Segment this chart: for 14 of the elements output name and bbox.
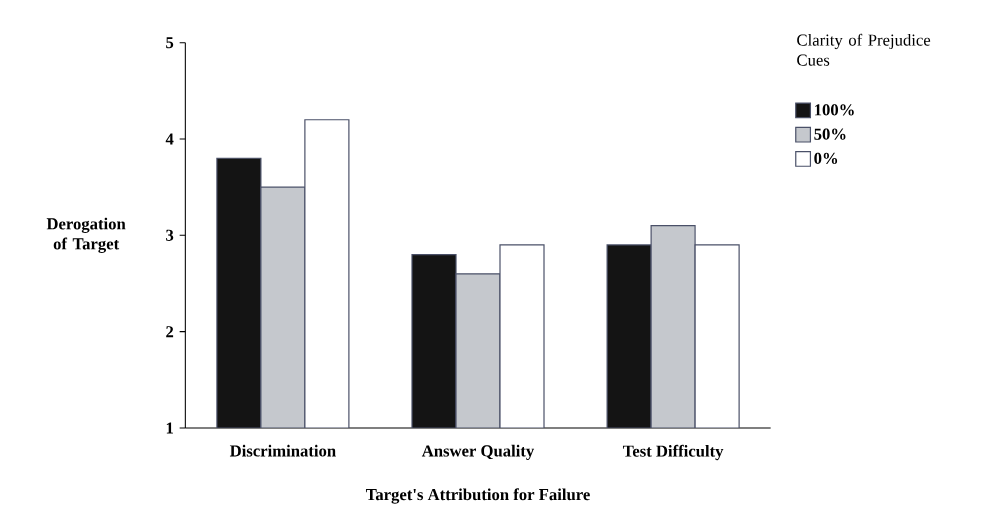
y-tick-label: 1 xyxy=(166,422,173,434)
y-tick-label: 2 xyxy=(166,326,174,338)
legend-label: 50% xyxy=(814,128,846,141)
x-tick-label: Answer Quality xyxy=(421,445,535,461)
y-tick-label: 3 xyxy=(166,229,174,242)
y-tick-label: 5 xyxy=(166,37,174,49)
legend-label: 0% xyxy=(814,152,838,165)
x-axis-title: Target's Attribution for Failure xyxy=(365,488,590,504)
x-tick-label: Discrimination xyxy=(229,445,336,457)
y-tick-label: 4 xyxy=(165,133,174,145)
y-axis-title: Derogation of Target xyxy=(46,217,126,254)
legend-title: Clarity of Prejudice Cues xyxy=(797,33,931,66)
x-tick-label: Test Difficulty xyxy=(622,445,724,461)
legend-label: 100% xyxy=(815,104,854,116)
